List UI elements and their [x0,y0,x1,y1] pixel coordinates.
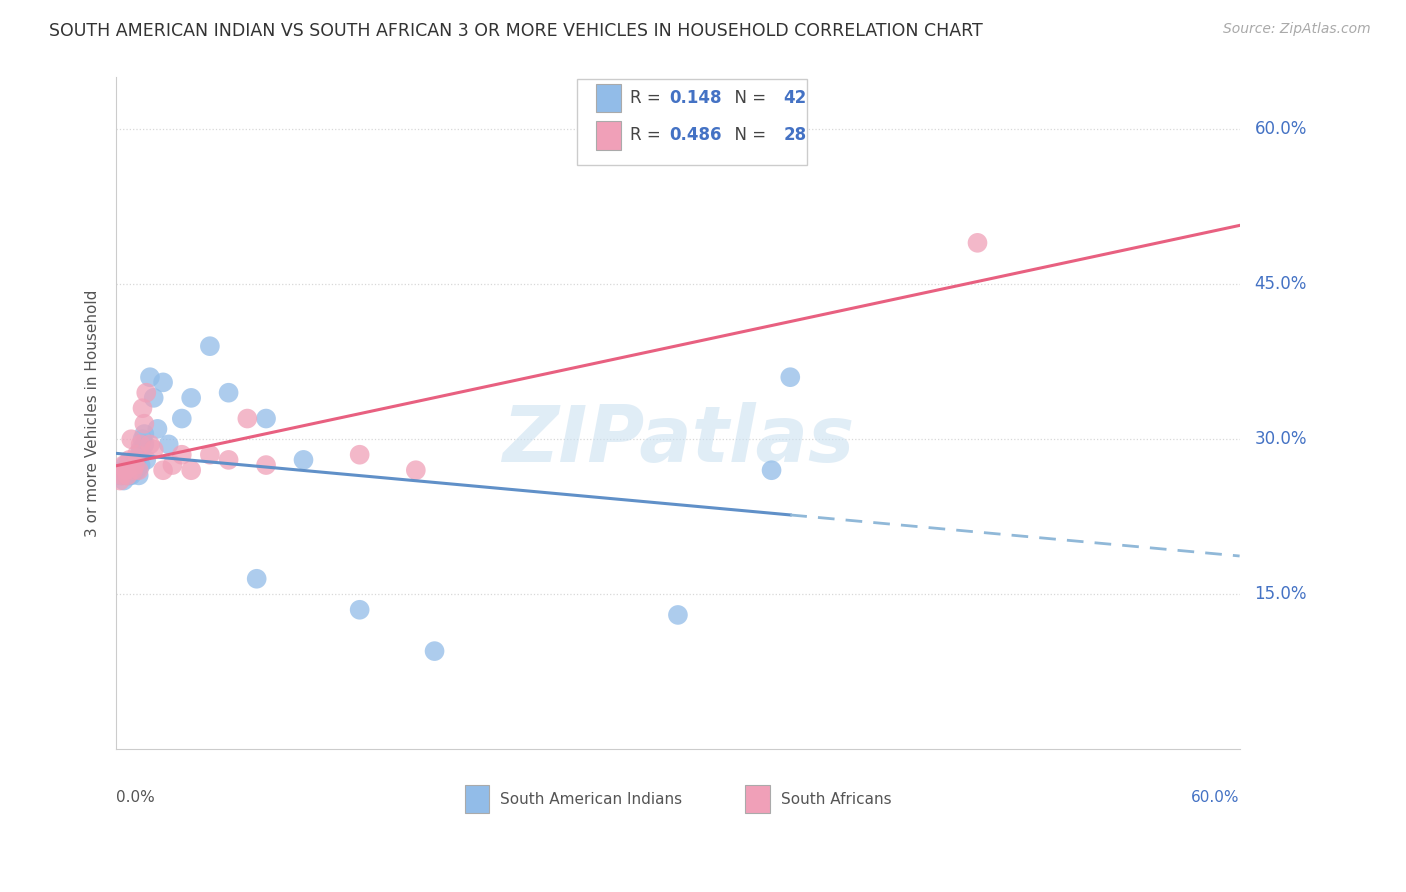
Point [124,458,146,472]
Point [349,448,371,462]
Point [135,453,157,467]
Point [146,422,169,436]
Y-axis label: 3 or more Vehicles in Household: 3 or more Vehicles in Household [86,290,100,537]
Point [157,437,180,451]
Point [117,468,139,483]
Text: 0.0%: 0.0% [117,790,155,805]
Point [117,468,139,483]
Point [405,463,427,477]
Point [142,442,165,457]
Point [761,463,783,477]
Point [131,401,153,416]
Point [125,463,148,477]
Point [139,370,162,384]
Text: N =: N = [724,127,772,145]
Point [111,468,134,483]
Point [122,463,145,477]
Text: Source: ZipAtlas.com: Source: ZipAtlas.com [1223,22,1371,37]
Text: 0.148: 0.148 [669,89,721,107]
Point [292,453,315,467]
Point [120,463,142,477]
Text: SOUTH AMERICAN INDIAN VS SOUTH AFRICAN 3 OR MORE VEHICLES IN HOUSEHOLD CORRELATI: SOUTH AMERICAN INDIAN VS SOUTH AFRICAN 3… [49,22,983,40]
Point [152,463,174,477]
Point [122,463,145,477]
Text: R =: R = [630,89,665,107]
Point [111,468,134,483]
Point [134,427,156,442]
Point [152,376,174,390]
Point [966,235,988,250]
Point [120,468,142,483]
Point [180,391,202,405]
Point [170,411,193,425]
Point [112,458,135,472]
Point [218,453,240,467]
Point [134,437,156,451]
Point [218,385,240,400]
Point [114,463,136,477]
Text: 28: 28 [783,127,807,145]
Point [117,463,139,477]
Point [124,463,146,477]
FancyBboxPatch shape [576,78,807,165]
FancyBboxPatch shape [745,785,770,814]
Text: 45.0%: 45.0% [1254,275,1308,293]
Point [108,468,131,483]
Point [180,463,202,477]
Point [139,437,162,451]
Text: 60.0%: 60.0% [1254,120,1308,138]
Point [128,468,150,483]
Text: 0.486: 0.486 [669,127,721,145]
Point [118,453,141,467]
FancyBboxPatch shape [464,785,489,814]
Point [198,339,221,353]
Point [108,474,131,488]
Point [666,607,689,622]
Text: 42: 42 [783,89,807,107]
Point [129,437,152,451]
Point [118,458,141,472]
Point [198,448,221,462]
Point [122,458,145,472]
Point [246,572,269,586]
Text: ZIPatlas: ZIPatlas [502,402,853,478]
FancyBboxPatch shape [596,121,620,150]
Text: N =: N = [724,89,772,107]
Point [142,391,165,405]
Point [129,442,152,457]
Point [112,474,135,488]
Point [125,448,148,462]
FancyBboxPatch shape [596,84,620,112]
Text: South American Indians: South American Indians [501,791,682,806]
Point [124,453,146,467]
Point [779,370,801,384]
Point [112,463,135,477]
Point [254,458,277,472]
Point [125,453,148,467]
Point [134,417,156,431]
Point [162,458,184,472]
Point [114,463,136,477]
Point [236,411,259,425]
Point [131,432,153,446]
Text: R =: R = [630,127,665,145]
Text: South Africans: South Africans [782,791,891,806]
Point [254,411,277,425]
Point [129,458,152,472]
Point [170,448,193,462]
Text: 30.0%: 30.0% [1254,430,1308,448]
Point [423,644,446,658]
Point [349,603,371,617]
Point [114,458,136,472]
Point [118,468,141,483]
Point [135,385,157,400]
Text: 60.0%: 60.0% [1191,790,1240,805]
Point [128,463,150,477]
Point [120,432,142,446]
Text: 15.0%: 15.0% [1254,585,1308,603]
